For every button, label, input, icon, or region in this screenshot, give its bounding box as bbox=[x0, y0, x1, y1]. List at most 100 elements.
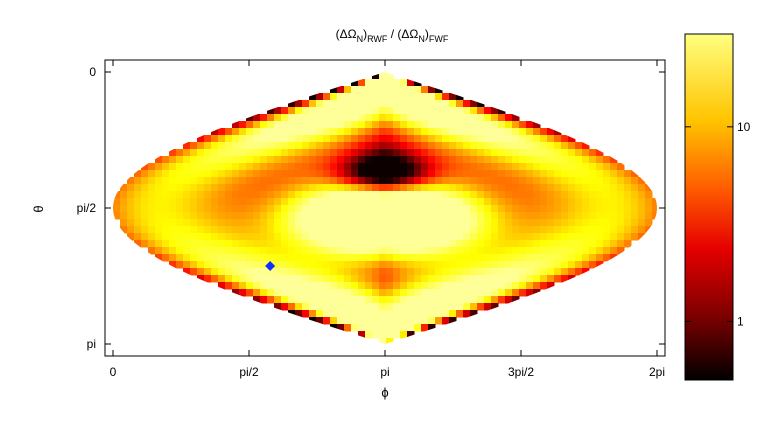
heatmap-cell bbox=[638, 233, 646, 241]
heatmap-cell bbox=[162, 233, 170, 241]
heatmap-cell bbox=[470, 268, 478, 276]
heatmap-cell bbox=[281, 170, 289, 178]
heatmap-cell bbox=[365, 100, 373, 108]
heatmap-cell bbox=[323, 226, 331, 234]
heatmap-cell bbox=[477, 198, 485, 206]
heatmap-cell bbox=[274, 191, 282, 199]
heatmap-cell bbox=[246, 184, 254, 192]
heatmap-cell bbox=[428, 205, 436, 213]
heatmap-cell bbox=[309, 282, 317, 290]
heatmap-cell bbox=[491, 121, 499, 129]
heatmap-cell bbox=[351, 240, 359, 248]
heatmap-cell bbox=[246, 289, 254, 297]
heatmap-cell bbox=[365, 296, 373, 304]
heatmap-cell bbox=[449, 275, 457, 283]
heatmap-cell bbox=[554, 275, 562, 283]
heatmap-cell bbox=[400, 219, 408, 227]
heatmap-cell bbox=[225, 170, 233, 178]
heatmap-cell bbox=[211, 233, 219, 241]
heatmap-cell bbox=[456, 114, 464, 122]
heatmap-cell bbox=[330, 198, 338, 206]
heatmap-cell bbox=[169, 240, 177, 248]
heatmap-cell bbox=[323, 114, 331, 122]
heatmap-cell bbox=[372, 149, 380, 157]
heatmap-cell bbox=[470, 184, 478, 192]
heatmap-cell bbox=[596, 219, 604, 227]
heatmap-cell bbox=[288, 184, 296, 192]
heatmap-cell bbox=[617, 219, 625, 227]
heatmap-cell bbox=[505, 268, 513, 276]
heatmap-cell bbox=[113, 205, 121, 213]
heatmap-cell bbox=[526, 289, 534, 297]
heatmap-cell bbox=[484, 177, 492, 185]
heatmap-cell bbox=[456, 135, 464, 143]
heatmap-cell bbox=[323, 177, 331, 185]
heatmap-cell bbox=[155, 205, 163, 213]
heatmap-cell bbox=[253, 135, 261, 143]
heatmap-cell bbox=[351, 275, 359, 283]
heatmap-cell bbox=[365, 282, 373, 290]
heatmap-cell bbox=[638, 198, 646, 206]
heatmap-cell bbox=[519, 226, 527, 234]
heatmap-cell bbox=[204, 149, 212, 157]
heatmap-cell bbox=[372, 317, 380, 325]
heatmap-cell bbox=[484, 254, 492, 262]
heatmap-cell bbox=[379, 233, 387, 241]
heatmap-cell bbox=[372, 100, 380, 108]
heatmap-cell bbox=[260, 135, 268, 143]
heatmap-cell bbox=[120, 219, 128, 227]
heatmap-cell bbox=[260, 205, 268, 213]
heatmap-cell bbox=[435, 261, 443, 269]
heatmap-cell bbox=[232, 289, 240, 297]
heatmap-cell bbox=[204, 142, 212, 150]
heatmap-cell bbox=[596, 156, 604, 164]
heatmap-cell bbox=[407, 177, 415, 185]
heatmap-cell bbox=[498, 107, 506, 115]
heatmap-cell bbox=[302, 191, 310, 199]
heatmap-cell bbox=[561, 135, 569, 143]
heatmap-cell bbox=[414, 289, 422, 297]
heatmap-cell bbox=[400, 268, 408, 276]
heatmap-cell bbox=[176, 149, 184, 157]
heatmap-cell bbox=[484, 107, 492, 115]
heatmap-cell bbox=[358, 121, 366, 129]
heatmap-cell bbox=[323, 310, 331, 318]
heatmap-cell bbox=[204, 177, 212, 185]
heatmap-cell bbox=[309, 226, 317, 234]
heatmap-cell bbox=[386, 275, 394, 283]
heatmap-cell bbox=[225, 156, 233, 164]
heatmap-cell bbox=[386, 226, 394, 234]
heatmap-cell bbox=[449, 114, 457, 122]
heatmap-cell bbox=[358, 184, 366, 192]
heatmap-cell bbox=[365, 226, 373, 234]
heatmap-cell bbox=[519, 149, 527, 157]
heatmap-cell bbox=[253, 254, 261, 262]
heatmap-cell bbox=[344, 219, 352, 227]
heatmap-cell bbox=[442, 219, 450, 227]
heatmap-cell bbox=[183, 142, 191, 150]
heatmap-cell bbox=[274, 142, 282, 150]
heatmap-cell bbox=[309, 310, 317, 318]
heatmap-cell bbox=[428, 114, 436, 122]
heatmap-cell bbox=[463, 170, 471, 178]
heatmap-cell bbox=[225, 177, 233, 185]
heatmap-cell bbox=[449, 310, 457, 318]
heatmap-cell bbox=[253, 275, 261, 283]
heatmap-cell bbox=[561, 254, 569, 262]
heatmap-cell bbox=[274, 296, 282, 304]
heatmap-cell bbox=[183, 198, 191, 206]
heatmap-cell bbox=[414, 198, 422, 206]
heatmap-cell bbox=[400, 198, 408, 206]
heatmap-cell bbox=[260, 212, 268, 220]
heatmap-cell bbox=[554, 205, 562, 213]
heatmap-cell bbox=[337, 275, 345, 283]
heatmap-cell bbox=[344, 107, 352, 115]
heatmap-cell bbox=[365, 177, 373, 185]
heatmap-cell bbox=[491, 282, 499, 290]
heatmap-cell bbox=[463, 156, 471, 164]
heatmap-cell bbox=[470, 240, 478, 248]
heatmap-cell bbox=[365, 156, 373, 164]
heatmap-cell bbox=[400, 86, 408, 94]
heatmap-cell bbox=[351, 121, 359, 129]
heatmap-cell bbox=[267, 107, 275, 115]
